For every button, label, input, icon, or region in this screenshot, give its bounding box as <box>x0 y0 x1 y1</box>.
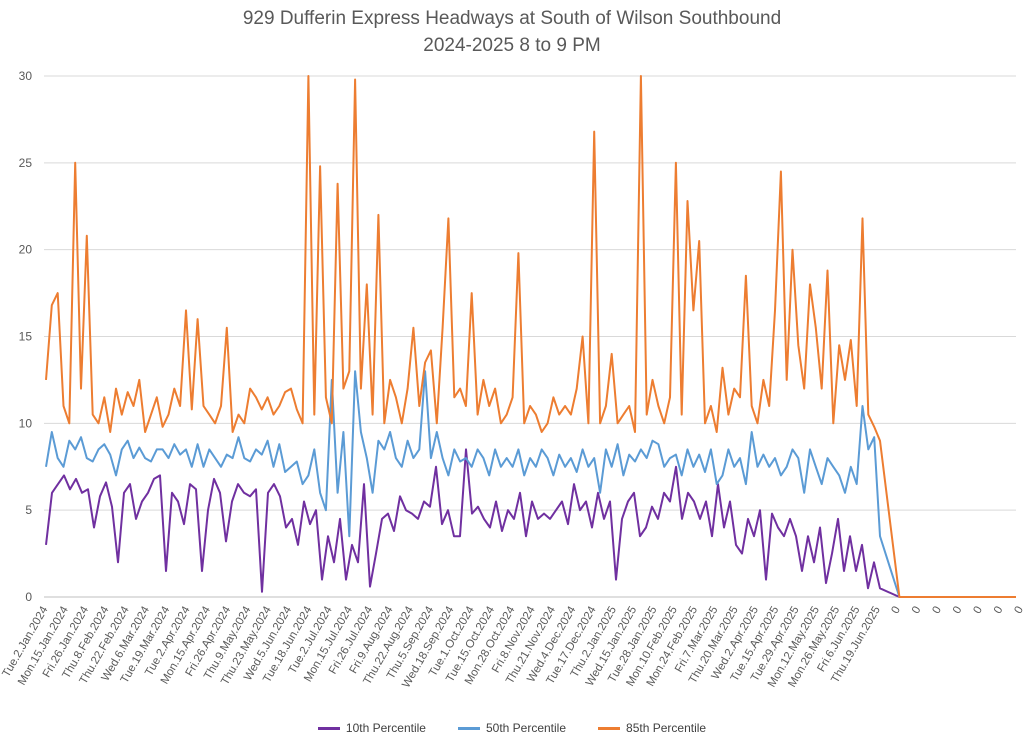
x-tick-label: 0 <box>992 605 1006 617</box>
legend-label-50th: 50th Percentile <box>485 721 567 735</box>
legend-swatch-85th <box>598 726 621 730</box>
x-tick-label: 0 <box>890 605 904 617</box>
legend-item-85th: 85th Percentile <box>598 721 706 735</box>
legend-swatch-50th <box>457 726 480 730</box>
series-line-10th <box>45 448 1016 598</box>
legend-item-10th: 10th Percentile <box>317 721 426 735</box>
x-tick-label: 0 <box>931 605 945 617</box>
series-line-85th <box>45 75 1016 598</box>
y-tick-label: 5 <box>25 503 32 517</box>
legend-label-85th: 85th Percentile <box>626 721 707 735</box>
chart-subtitle: 2024-2025 8 to 9 PM <box>423 35 601 56</box>
y-tick-label: 25 <box>19 156 33 170</box>
legend-item-50th: 50th Percentile <box>457 721 567 735</box>
y-tick-label: 30 <box>19 69 33 83</box>
legend-swatch-10th <box>317 726 340 730</box>
series-line-50th <box>45 370 1016 598</box>
y-tick-label: 15 <box>19 330 33 344</box>
x-tick-label: 0 <box>1013 605 1024 617</box>
x-tick-label: 0 <box>951 605 965 617</box>
legend-label-10th: 10th Percentile <box>345 721 426 735</box>
chart-title: 929 Dufferin Express Headways at South o… <box>242 8 782 29</box>
y-tick-label: 20 <box>19 243 33 257</box>
y-tick-label: 0 <box>25 590 32 604</box>
x-tick-label: 0 <box>972 605 986 617</box>
y-tick-label: 10 <box>19 416 33 430</box>
legend: 10th Percentile 50th Percentile 85th Per… <box>0 721 1024 735</box>
x-tick-label: 0 <box>910 605 924 617</box>
